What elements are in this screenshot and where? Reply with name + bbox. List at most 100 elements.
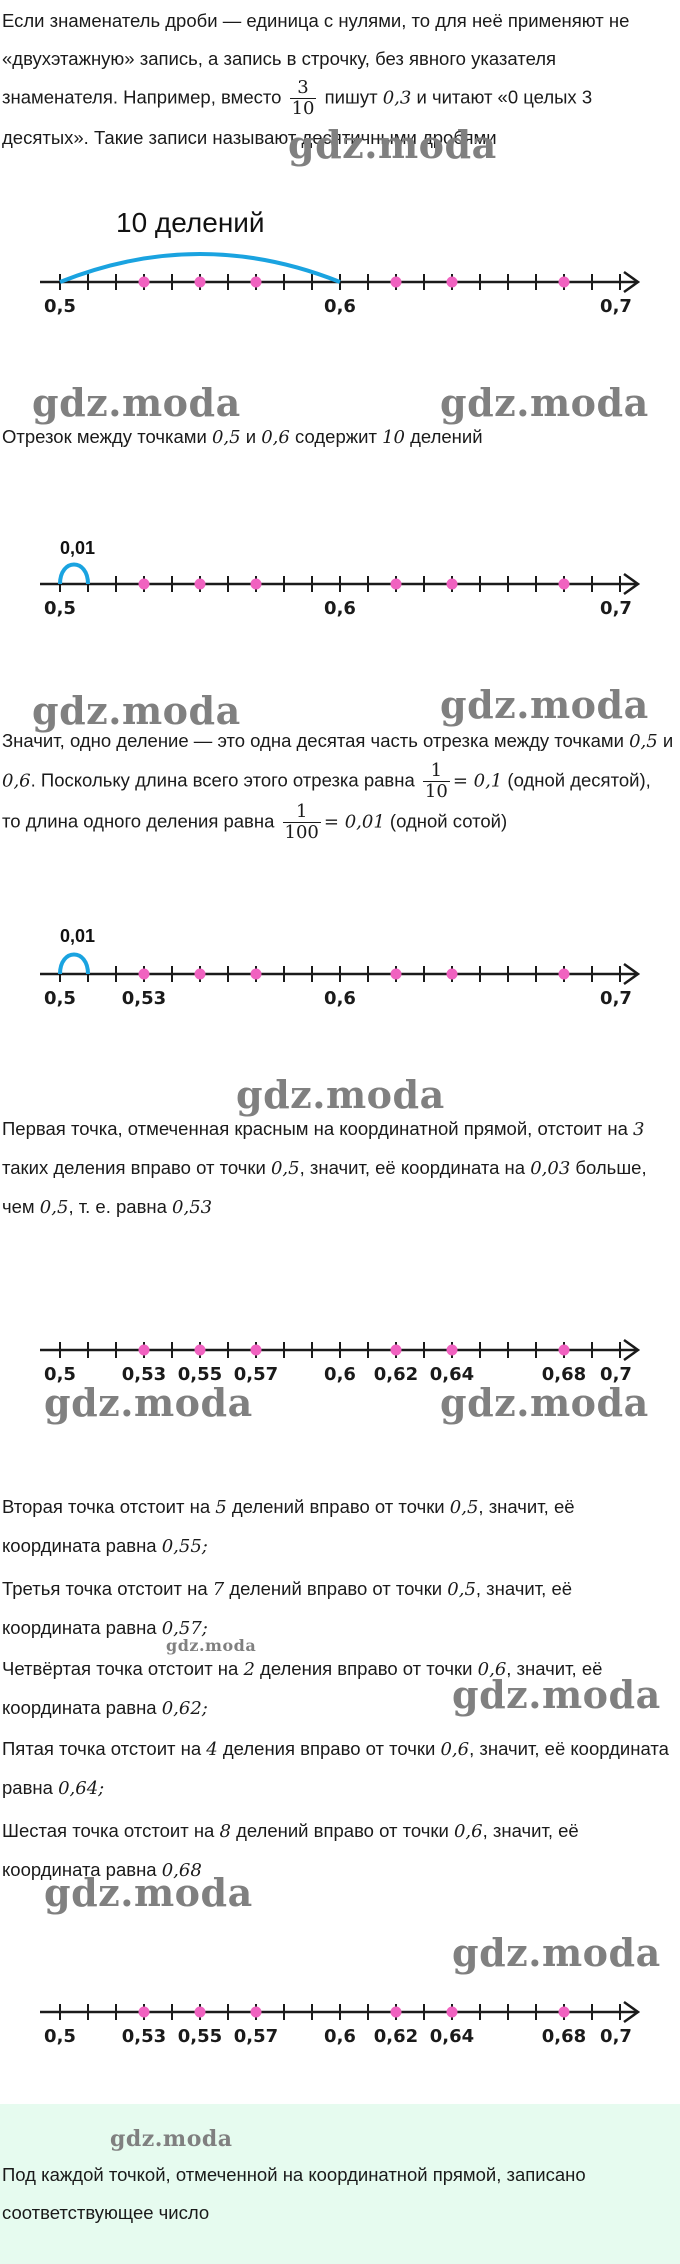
tick-label: 0,6 <box>324 2026 356 2047</box>
axis-arrow <box>623 962 641 986</box>
list-item: Третья точка отстоит на 7 делений вправо… <box>2 1570 674 1648</box>
intro-text: Если знаменатель дроби — единица с нулям… <box>2 10 630 108</box>
tick-label: 0,55 <box>178 1364 222 1385</box>
tick-label: 0,53 <box>122 988 166 1009</box>
red-point <box>558 968 570 980</box>
tick-label: 0,55 <box>178 2026 222 2047</box>
watermark: gdz.moda <box>440 682 649 727</box>
figure-label: 0,01 <box>60 538 95 558</box>
text: содержит <box>295 426 377 447</box>
point-a: 0,6 <box>440 1739 470 1760</box>
tick-label: 0,62 <box>374 2026 418 2047</box>
red-point <box>390 578 402 590</box>
text: (одной сотой) <box>389 810 508 832</box>
tick-label: 0,7 <box>600 988 632 1009</box>
tick-label: 0,68 <box>542 2026 586 2047</box>
red-point <box>558 578 570 590</box>
first-point-paragraph: Первая точка, отмеченная красным на коор… <box>2 1110 674 1227</box>
point-a: 0,5 <box>449 1497 479 1518</box>
red-point <box>138 276 150 288</box>
division-count: 4 <box>206 1739 218 1760</box>
point-a: 0,5 <box>39 1197 69 1218</box>
red-point <box>446 276 458 288</box>
fraction-denominator: 10 <box>424 781 448 802</box>
one-division-arc <box>58 952 90 975</box>
red-point <box>138 2006 150 2018</box>
tick-label: 0,6 <box>324 988 356 1009</box>
fraction-3-10: 3 10 <box>289 78 317 119</box>
watermark: gdz.moda <box>440 1380 649 1425</box>
watermark: gdz.moda <box>32 380 241 425</box>
text: Первая точка, отмеченная красным на коор… <box>2 1118 628 1139</box>
coordinate-value: 0,62; <box>161 1698 208 1719</box>
fraction-value: = 0,01 <box>323 811 385 833</box>
text: деления вправо от точки <box>222 1738 436 1759</box>
coordinate-value: 0,68 <box>161 1860 202 1881</box>
difference: 0,03 <box>530 1158 571 1179</box>
red-point <box>558 1344 570 1356</box>
intro-text-mid: пишут <box>324 86 378 108</box>
tick-label: 0,5 <box>44 598 76 619</box>
ten-divisions-arc <box>59 252 341 284</box>
point-a: 0,5 <box>211 427 241 448</box>
text: делений вправо от точки <box>231 1496 445 1517</box>
fraction-denominator: 100 <box>284 822 319 843</box>
fraction-numerator: 3 <box>289 78 317 99</box>
tick-label: 0,62 <box>374 1364 418 1385</box>
tick-label: 0,57 <box>234 2026 278 2047</box>
text: (одной десятой), то длина одного деления… <box>2 769 651 832</box>
point-b: 0,6 <box>261 427 290 448</box>
text: Шестая точка отстоит на <box>2 1820 215 1841</box>
decimal-value: 0,3 <box>382 87 412 109</box>
point-b: 0,6 <box>2 770 31 792</box>
text: , т. е. равна <box>68 1196 167 1217</box>
text: деления вправо от точки <box>260 1658 473 1679</box>
tick-label: 0,5 <box>44 1364 76 1385</box>
tick-label: 0,6 <box>324 1364 356 1385</box>
number-line-3: 0,01 0,5 0,53 0,6 0,7 <box>40 926 641 1009</box>
tick-label: 0,7 <box>600 2026 632 2047</box>
watermark: gdz.moda <box>44 1870 253 1915</box>
text: делений вправо от точки <box>229 1578 443 1599</box>
figure-label: 10 делений <box>116 207 265 238</box>
text: . Поскольку длина всего этого отрезка ра… <box>30 769 415 791</box>
fraction-1-100: 1 100 <box>282 802 321 843</box>
watermark: gdz.moda <box>440 380 649 425</box>
text: , значит, её координата равна <box>2 1820 579 1880</box>
fraction-1-10: 1 10 <box>422 761 450 802</box>
red-point <box>138 1344 150 1356</box>
watermark: gdz.moda <box>452 1672 661 1717</box>
axis-arrow <box>623 270 641 294</box>
text: Отрезок между точками <box>2 426 207 447</box>
division-count: 7 <box>212 1579 225 1600</box>
red-point <box>250 968 262 980</box>
tick-label: 0,64 <box>430 1364 474 1385</box>
red-point <box>250 578 262 590</box>
figure-label: 0,01 <box>60 926 95 946</box>
note-text: Под каждой точкой, отмеченной на координ… <box>2 2164 586 2223</box>
red-point <box>194 968 206 980</box>
red-point <box>138 578 150 590</box>
red-point <box>446 578 458 590</box>
watermark: gdz.moda <box>288 122 497 167</box>
intro-paragraph: Если знаменатель дроби — единица с нулям… <box>2 2 674 157</box>
red-point <box>138 968 150 980</box>
coordinate-value: 0,57; <box>161 1618 208 1639</box>
text: делений <box>410 426 483 447</box>
tick-label: 0,7 <box>600 1364 632 1385</box>
tick-label: 0,6 <box>324 598 356 619</box>
text: Значит, одно деление — это одна десятая … <box>2 730 624 751</box>
coordinate-value: 0,53 <box>172 1197 213 1218</box>
red-point <box>446 968 458 980</box>
red-point <box>558 2006 570 2018</box>
text: таких деления вправо от точки <box>2 1157 266 1178</box>
text: делений вправо от точки <box>236 1820 449 1841</box>
red-point <box>390 1344 402 1356</box>
list-item: Шестая точка отстоит на 8 делений вправо… <box>2 1812 674 1890</box>
fraction-numerator: 1 <box>422 761 450 782</box>
list-item: Пятая точка отстоит на 4 деления вправо … <box>2 1730 674 1808</box>
red-point <box>194 1344 206 1356</box>
number-line-2: 0,01 0,5 0,6 0,7 <box>40 538 641 619</box>
tick-label: 0,53 <box>122 2026 166 2047</box>
fraction-denominator: 10 <box>291 98 315 119</box>
